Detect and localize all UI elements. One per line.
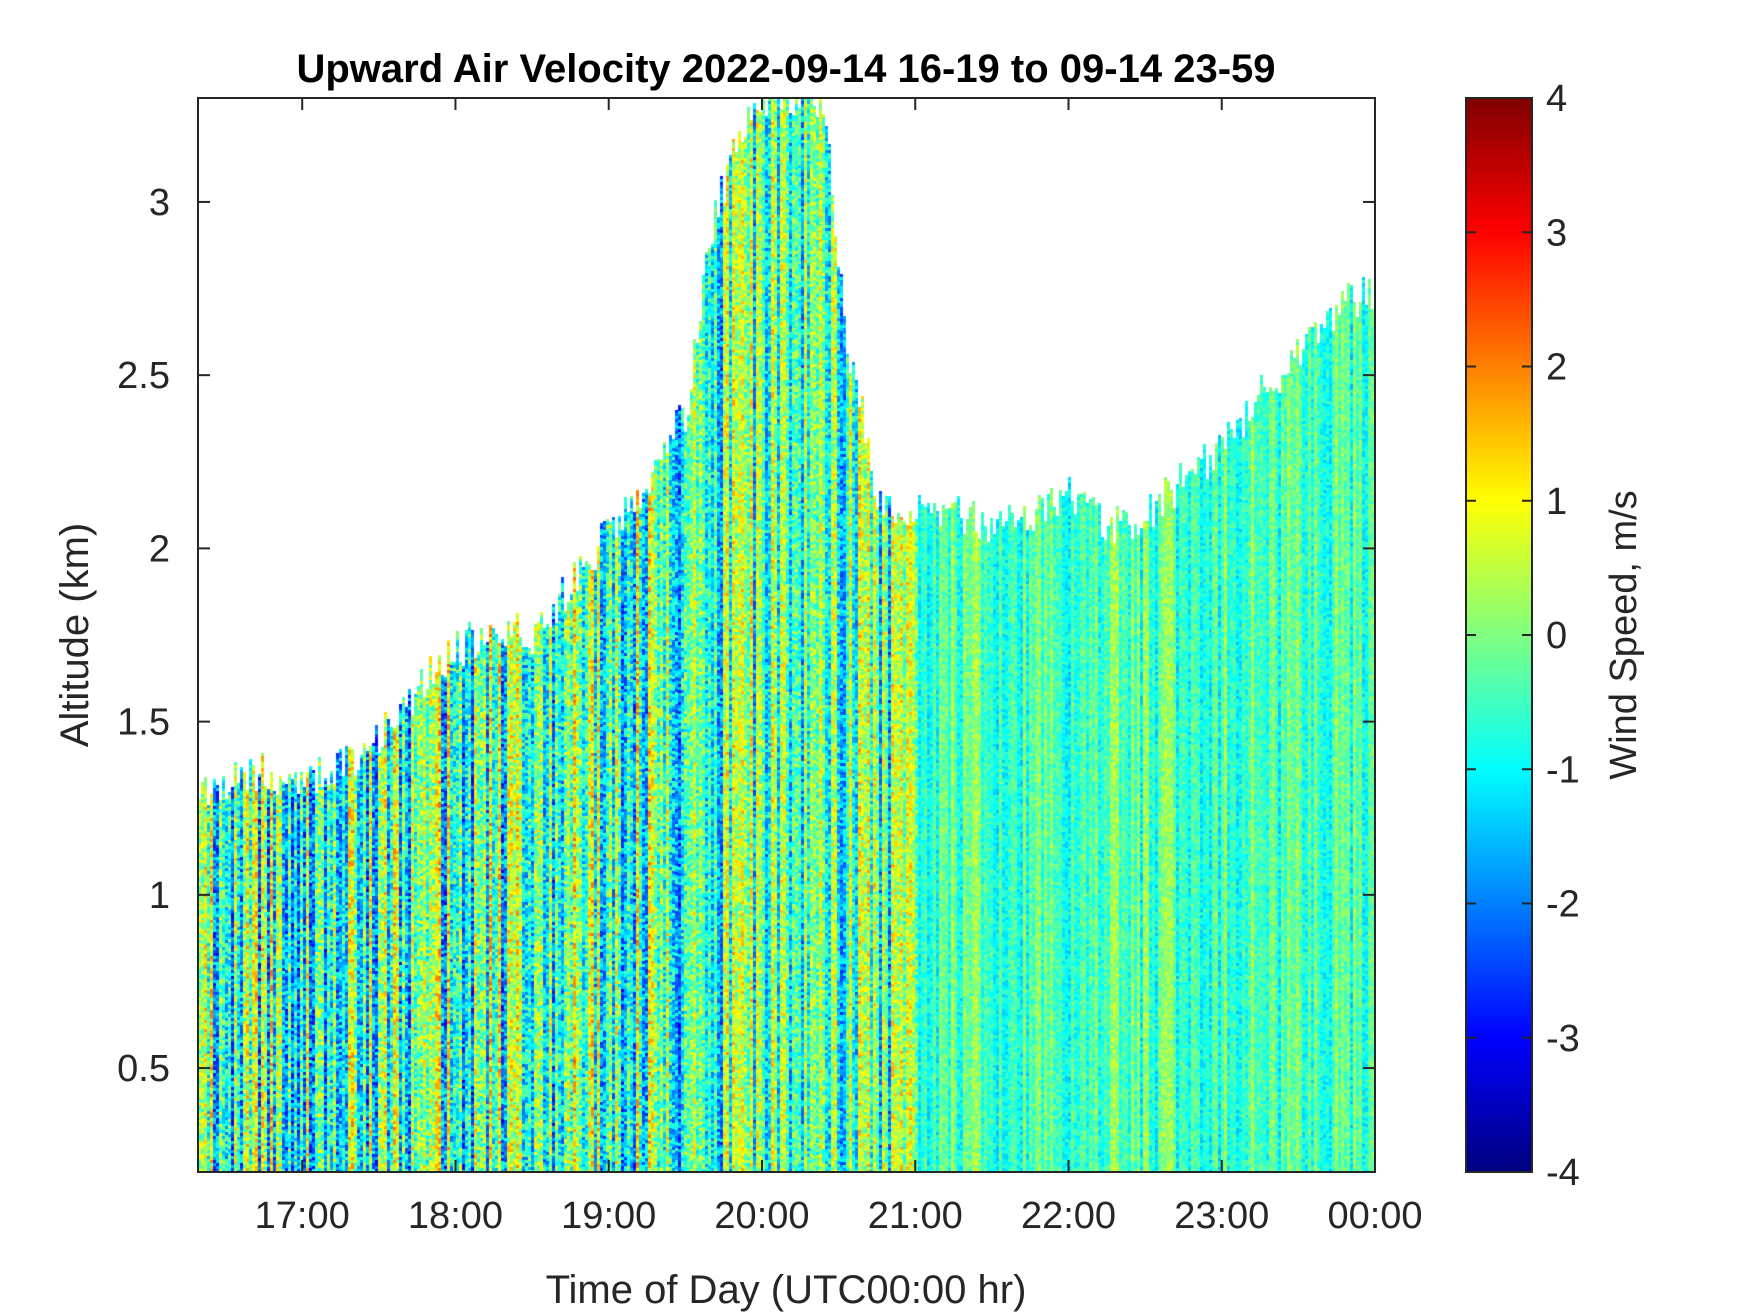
colorbar-tick-label: 1 bbox=[1546, 481, 1567, 523]
y-axis-label: Altitude (km) bbox=[53, 523, 97, 748]
y-tick-label: 2.5 bbox=[117, 355, 170, 397]
y-tick-label: 1 bbox=[149, 875, 170, 917]
y-tick-label: 2 bbox=[149, 528, 170, 570]
colorbar-tick-label: -4 bbox=[1546, 1152, 1580, 1194]
colorbar-tick-label: 3 bbox=[1546, 212, 1567, 254]
colorbar bbox=[1465, 97, 1533, 1173]
y-tick-label: 3 bbox=[149, 182, 170, 224]
y-tick-label: 1.5 bbox=[117, 702, 170, 744]
x-tick-label: 21:00 bbox=[868, 1195, 963, 1237]
colorbar-ticks: -4 -3 -2 -1 0 1 2 3 4 bbox=[1466, 78, 1580, 1194]
colorbar-tick-label: 4 bbox=[1546, 78, 1567, 120]
x-tick-label: 20:00 bbox=[714, 1195, 809, 1237]
x-tick-label: 19:00 bbox=[561, 1195, 656, 1237]
x-axis-ticks: 17:00 18:00 19:00 20:00 21:00 22:00 23:00 00:00 bbox=[255, 98, 1423, 1237]
x-tick-label: 22:00 bbox=[1021, 1195, 1116, 1237]
colorbar-tick-label: -2 bbox=[1546, 884, 1580, 926]
heatmap-raster bbox=[198, 98, 1375, 1172]
colorbar-tick-label: 2 bbox=[1546, 347, 1567, 389]
x-tick-label: 18:00 bbox=[408, 1195, 503, 1237]
colorbar-label: Wind Speed, m/s bbox=[1603, 490, 1645, 779]
heatmap-image bbox=[198, 98, 1375, 1172]
colorbar-tick-label: 0 bbox=[1546, 615, 1567, 657]
colorbar-tick-label: -3 bbox=[1546, 1018, 1580, 1060]
y-tick-label: 0.5 bbox=[117, 1048, 170, 1090]
plot-frame bbox=[197, 97, 1376, 1173]
colorbar-tick-label: -1 bbox=[1546, 749, 1580, 791]
x-tick-label: 00:00 bbox=[1327, 1195, 1422, 1237]
x-axis-label: Time of Day (UTC00:00 hr) bbox=[546, 1268, 1027, 1312]
y-axis-ticks: 0.5 1 1.5 2 2.5 3 bbox=[117, 182, 1375, 1090]
chart-title: Upward Air Velocity 2022-09-14 16-19 to … bbox=[296, 47, 1275, 91]
x-tick-label: 17:00 bbox=[255, 1195, 350, 1237]
x-tick-label: 23:00 bbox=[1174, 1195, 1269, 1237]
